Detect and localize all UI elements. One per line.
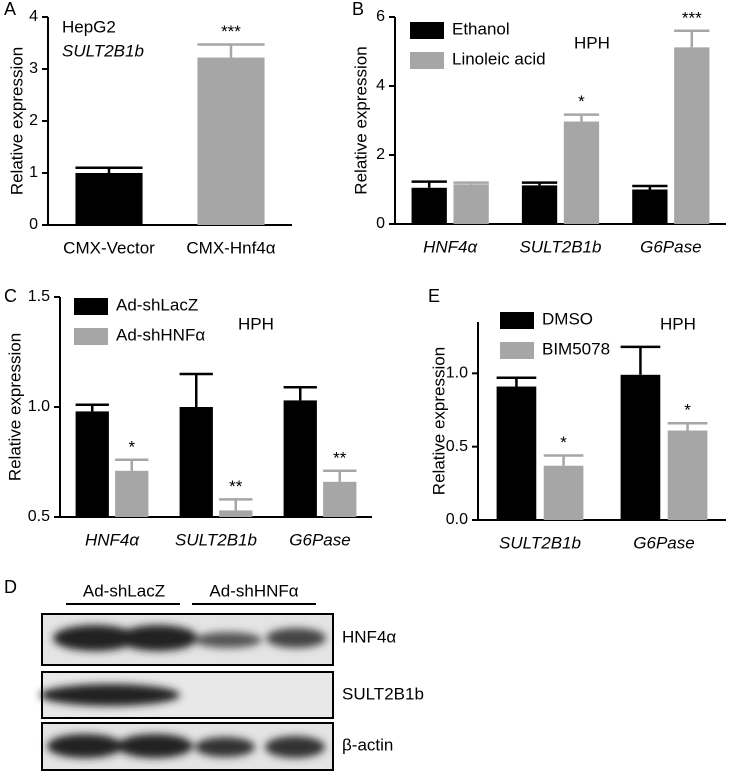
panel-letter: D [4,577,17,597]
significance: *** [221,22,241,41]
x-tick-label: SULT2B1b [520,237,602,256]
annotation: SULT2B1b [62,41,144,60]
bar [667,430,708,520]
y-axis-label: Relative expression [5,333,24,481]
bar [75,173,143,225]
y-tick-label: 0.0 [446,511,468,528]
y-tick-label: 0.5 [28,508,50,525]
x-tick-label: G6Pase [633,533,694,552]
x-tick-label: HNF4α [423,237,478,256]
y-tick-label: 2 [29,112,38,129]
group-label: Ad-shLacZ [83,581,165,600]
annotation: HPH [574,33,610,52]
legend-label: DMSO [542,309,593,328]
bar [323,481,357,517]
y-axis-label: Relative expression [7,47,26,195]
legend-label: BIM5078 [542,339,610,358]
bar [219,510,253,517]
bar [115,470,149,517]
x-tick-label: CMX-Vector [63,238,155,257]
y-tick-label: 1 [29,164,38,181]
y-tick-label: 0.5 [446,438,468,455]
legend-swatch [410,52,444,69]
bar [632,189,668,224]
y-tick-label: 1.0 [28,398,50,415]
significance: * [684,401,691,420]
legend-swatch [74,328,108,345]
y-tick-label: 2 [376,146,385,163]
y-axis-label: Relative expression [351,46,370,194]
band-label: HNF4α [342,627,396,646]
legend-swatch [500,342,534,359]
bar [411,187,447,224]
bar [620,374,661,520]
panel-d: D Ad-shLacZ Ad-shHNFα HNF4α SULT2B1b β-a… [4,577,424,771]
significance: * [560,433,567,452]
x-tick-label: CMX-Hnf4α [186,238,275,257]
significance: ** [229,477,243,496]
significance: *** [682,8,702,27]
y-tick-label: 3 [29,60,38,77]
bar [179,407,213,517]
y-axis-label: Relative expression [429,347,448,495]
blot-bands [47,734,325,758]
bar [563,121,600,224]
group-label: Ad-shHNFα [209,581,298,600]
y-tick-label: 4 [376,77,385,94]
panel-letter: B [352,0,364,19]
panel-letter: E [428,286,440,306]
blot-bands [40,684,180,706]
x-tick-label: HNF4α [85,530,140,549]
annotation: HepG2 [62,17,116,36]
y-tick-label: 0 [29,216,38,233]
bar [283,400,317,517]
panel-letter: A [4,0,16,19]
panel-letter: C [4,286,17,306]
bar [75,411,109,517]
band-label: β-actin [342,735,393,754]
bar [453,184,489,224]
y-tick-label: 1.5 [28,288,50,305]
x-tick-label: SULT2B1b [499,533,581,552]
legend-swatch [410,22,444,39]
x-tick-label: SULT2B1b [175,530,257,549]
legend-label: Ad-shLacZ [116,295,198,314]
legend-label: Linoleic acid [452,49,546,68]
legend-label: Ethanol [452,19,510,38]
blot-bands [53,625,326,651]
y-tick-label: 4 [29,8,38,25]
annotation: HPH [238,314,274,333]
legend-swatch [74,298,108,315]
legend-label: Ad-shHNFα [116,325,205,344]
bar [674,47,710,224]
significance: * [128,437,135,456]
legend-swatch [500,312,534,329]
significance: ** [333,448,347,467]
band-label: SULT2B1b [342,684,424,703]
y-tick-label: 0 [376,215,385,232]
bar [496,386,537,520]
bar [197,57,265,226]
y-tick-label: 1.0 [446,365,468,382]
bar [543,465,584,520]
significance: * [578,92,585,111]
x-tick-label: G6Pase [289,530,350,549]
x-tick-label: G6Pase [640,237,701,256]
bar [521,185,558,224]
y-tick-label: 6 [376,8,385,25]
annotation: HPH [660,314,696,333]
